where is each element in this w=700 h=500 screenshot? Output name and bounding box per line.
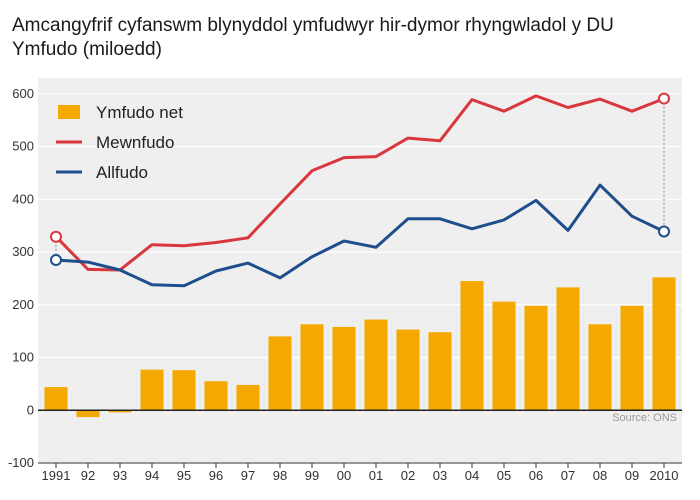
bar	[44, 387, 68, 411]
series-line	[54, 94, 665, 272]
endpoint-marker	[50, 230, 62, 243]
x-tick-label: 92	[81, 468, 95, 483]
bar	[588, 324, 612, 411]
bar	[268, 336, 292, 411]
x-tick-label: 94	[145, 468, 159, 483]
x-tick-label: 02	[401, 468, 415, 483]
bar	[172, 370, 196, 411]
endpoint-marker	[658, 92, 670, 105]
y-tick-label: 100	[12, 350, 34, 365]
x-tick-label: 99	[305, 468, 319, 483]
x-tick-label: 97	[241, 468, 255, 483]
bar	[652, 277, 676, 411]
chart-subtitle: Ymfudo (miloedd)	[12, 39, 162, 60]
y-tick-label: -100	[8, 455, 34, 470]
x-tick-label: 06	[529, 468, 543, 483]
endpoint-marker	[50, 253, 62, 266]
x-tick-label: 07	[561, 468, 575, 483]
x-tick-label: 93	[113, 468, 127, 483]
bar	[460, 281, 484, 411]
bar	[620, 305, 644, 411]
y-tick-label: 500	[12, 139, 34, 154]
legend: Ymfudo net Mewnfudo Allfudo	[56, 103, 183, 182]
chart-title-block: Amcangyfrif cyfanswm blynyddol ymfudwyr …	[12, 14, 692, 62]
endpoint-marker	[658, 225, 670, 238]
x-tick-label: 96	[209, 468, 223, 483]
bar	[236, 384, 260, 411]
y-tick-label: 400	[12, 191, 34, 206]
x-tick-label: 1991	[42, 468, 71, 483]
bar	[492, 301, 516, 411]
y-tick-label: 0	[27, 402, 34, 417]
x-tick-label: 00	[337, 468, 351, 483]
legend-label: Allfudo	[96, 163, 148, 182]
endpoint-markers	[50, 92, 670, 266]
bar	[76, 410, 100, 418]
bar	[364, 319, 388, 411]
line-series	[54, 94, 665, 288]
bar	[428, 332, 452, 411]
bar	[140, 369, 164, 411]
bar	[108, 410, 132, 413]
bar	[204, 381, 228, 411]
bar	[556, 287, 580, 411]
bar	[300, 324, 324, 411]
y-tick-label: 200	[12, 297, 34, 312]
x-tick-label: 03	[433, 468, 447, 483]
legend-swatch	[58, 105, 80, 119]
x-tick-label: 08	[593, 468, 607, 483]
x-tick-label: 95	[177, 468, 191, 483]
x-axis-ticks: 1991 92 93 94 95 96 97 98 99 00 01 02 03 04 05 06 07 08 09…	[38, 462, 682, 483]
x-tick-label: 05	[497, 468, 511, 483]
source-label: Source: ONS	[612, 412, 677, 424]
y-tick-label: 600	[12, 86, 34, 101]
x-tick-label: 04	[465, 468, 479, 483]
y-tick-label: 300	[12, 244, 34, 259]
x-tick-label: 98	[273, 468, 287, 483]
x-tick-label: 2010	[650, 468, 679, 483]
net-migration-bars	[44, 277, 676, 418]
y-axis-ticks: -100 0 100 200 300 400 500 600	[8, 86, 34, 470]
chart-title: Amcangyfrif cyfanswm blynyddol ymfudwyr …	[12, 15, 614, 36]
bar	[332, 326, 356, 411]
legend-label: Ymfudo net	[96, 103, 183, 122]
bar	[396, 329, 420, 411]
legend-label: Mewnfudo	[96, 133, 174, 152]
series-line	[55, 183, 665, 288]
bar	[524, 305, 548, 411]
x-tick-label: 09	[625, 468, 639, 483]
x-tick-label: 01	[369, 468, 383, 483]
